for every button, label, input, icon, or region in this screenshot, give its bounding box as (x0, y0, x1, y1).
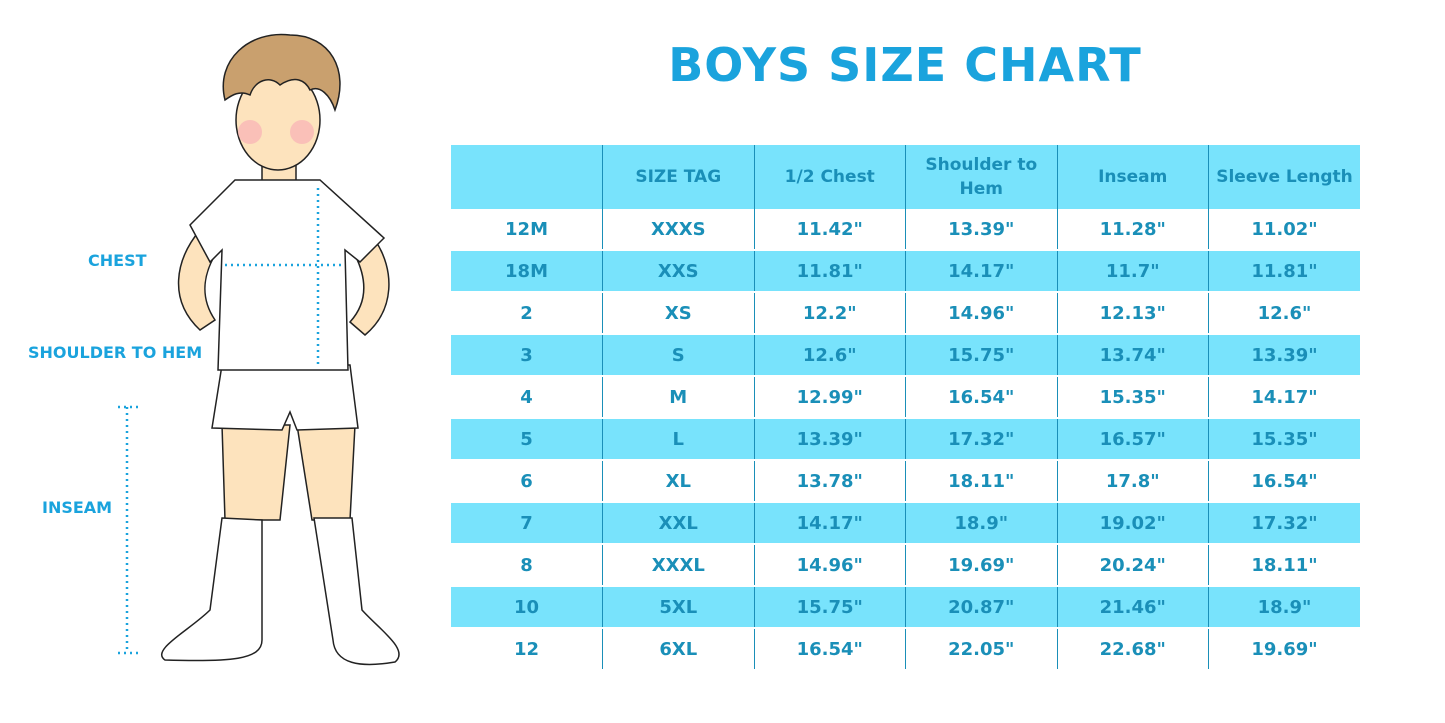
table-row: 7 XXL 14.17" 18.9" 19.02" 17.32" (451, 502, 1360, 545)
inseam-label: INSEAM (42, 498, 113, 517)
table-cell: 15.35" (1208, 418, 1360, 461)
table-cell: 7 (451, 502, 603, 545)
boy-illustration (118, 33, 400, 666)
shoulder-to-hem-label: SHOULDER TO HEM (28, 343, 203, 362)
table-cell: 11.81" (753, 250, 906, 293)
table-cell: XXS (602, 250, 754, 293)
table-cell: 6 (451, 460, 603, 503)
column-header (451, 145, 603, 209)
table-cell: 5XL (602, 586, 754, 629)
table-row: 12 6XL 16.54" 22.05" 22.68" 19.69" (451, 628, 1360, 671)
table-row: 12M XXXS 11.42" 13.39" 11.28" 11.02" (451, 209, 1360, 251)
table-cell: 4 (451, 376, 603, 419)
column-header: Shoulder to Hem (905, 145, 1057, 209)
table-row: 5 L 13.39" 17.32" 16.57" 15.35" (451, 418, 1360, 461)
table-row: 6 XL 13.78" 18.11" 17.8" 16.54" (451, 460, 1360, 503)
table-cell: 17.32" (1208, 502, 1360, 545)
table-cell: 6XL (602, 628, 754, 671)
table-cell: 11.02" (1208, 209, 1360, 251)
table-cell: XS (602, 292, 754, 335)
table-cell: 14.17" (1208, 376, 1360, 419)
table-cell: 13.39" (753, 418, 906, 461)
table-cell: 18.11" (905, 460, 1057, 503)
table-cell: 17.8" (1056, 460, 1209, 503)
table-cell: 8 (451, 544, 603, 587)
page-title: BOYS SIZE CHART (668, 38, 1142, 92)
column-header: Inseam (1056, 145, 1209, 209)
table-cell: 19.02" (1056, 502, 1209, 545)
table-cell: 16.54" (905, 376, 1057, 419)
table-cell: 22.68" (1056, 628, 1209, 671)
table-cell: 15.75" (753, 586, 906, 629)
table-row: 4 M 12.99" 16.54" 15.35" 14.17" (451, 376, 1360, 419)
table-cell: 16.54" (753, 628, 906, 671)
table-cell: 20.87" (905, 586, 1057, 629)
table-cell: XXXL (602, 544, 754, 587)
table-cell: 12 (451, 628, 603, 671)
table-row: 10 5XL 15.75" 20.87" 21.46" 18.9" (451, 586, 1360, 629)
table-cell: 12.2" (753, 292, 906, 335)
table-cell: 12.6" (753, 334, 906, 377)
column-header: SIZE TAG (602, 145, 754, 209)
table-cell: 14.17" (753, 502, 906, 545)
table-cell: 12M (451, 209, 603, 251)
table-row: 3 S 12.6" 15.75" 13.74" 13.39" (451, 334, 1360, 377)
table-cell: 14.96" (905, 292, 1057, 335)
table-row: 8 XXXL 14.96" 19.69" 20.24" 18.11" (451, 544, 1360, 587)
table-cell: 11.81" (1208, 250, 1360, 293)
table-cell: 13.39" (905, 209, 1057, 251)
table-cell: 5 (451, 418, 603, 461)
table-cell: 15.75" (905, 334, 1057, 377)
table-cell: 11.42" (753, 209, 906, 251)
table-cell: 13.74" (1056, 334, 1209, 377)
table-cell: 18.11" (1208, 544, 1360, 587)
table-cell: XXL (602, 502, 754, 545)
table-cell: XXXS (602, 209, 754, 251)
table-cell: 21.46" (1056, 586, 1209, 629)
table-cell: 22.05" (905, 628, 1057, 671)
table-cell: 3 (451, 334, 603, 377)
table-cell: 15.35" (1056, 376, 1209, 419)
table-cell: 12.99" (753, 376, 906, 419)
table-cell: 13.39" (1208, 334, 1360, 377)
table-cell: S (602, 334, 754, 377)
table-cell: L (602, 418, 754, 461)
table-cell: 16.57" (1056, 418, 1209, 461)
table-cell: 11.28" (1056, 209, 1209, 251)
table-cell: 12.6" (1208, 292, 1360, 335)
table-row: 18M XXS 11.81" 14.17" 11.7" 11.81" (451, 250, 1360, 293)
size-table: SIZE TAG 1/2 Chest Shoulder to Hem Inseam Sl… (451, 145, 1360, 671)
table-cell: 17.32" (905, 418, 1057, 461)
table-cell: 13.78" (753, 460, 906, 503)
table-cell: 12.13" (1056, 292, 1209, 335)
table-cell: 19.69" (905, 544, 1057, 587)
table-cell: 20.24" (1056, 544, 1209, 587)
table-cell: 14.96" (753, 544, 906, 587)
table-cell: 16.54" (1208, 460, 1360, 503)
table-cell: M (602, 376, 754, 419)
table-cell: 18M (451, 250, 603, 293)
table-cell: 14.17" (905, 250, 1057, 293)
column-header: Sleeve Length (1208, 145, 1360, 209)
table-cell: 10 (451, 586, 603, 629)
chest-label: CHEST (88, 251, 147, 270)
header-row: SIZE TAG 1/2 Chest Shoulder to Hem Inseam Sl… (451, 145, 1360, 209)
table-row: 2 XS 12.2" 14.96" 12.13" 12.6" (451, 292, 1360, 335)
table-cell: 18.9" (1208, 586, 1360, 629)
table-cell: 19.69" (1208, 628, 1360, 671)
table-cell: XL (602, 460, 754, 503)
column-header: 1/2 Chest (753, 145, 906, 209)
table-cell: 18.9" (905, 502, 1057, 545)
table-cell: 2 (451, 292, 603, 335)
table-cell: 11.7" (1056, 250, 1209, 293)
